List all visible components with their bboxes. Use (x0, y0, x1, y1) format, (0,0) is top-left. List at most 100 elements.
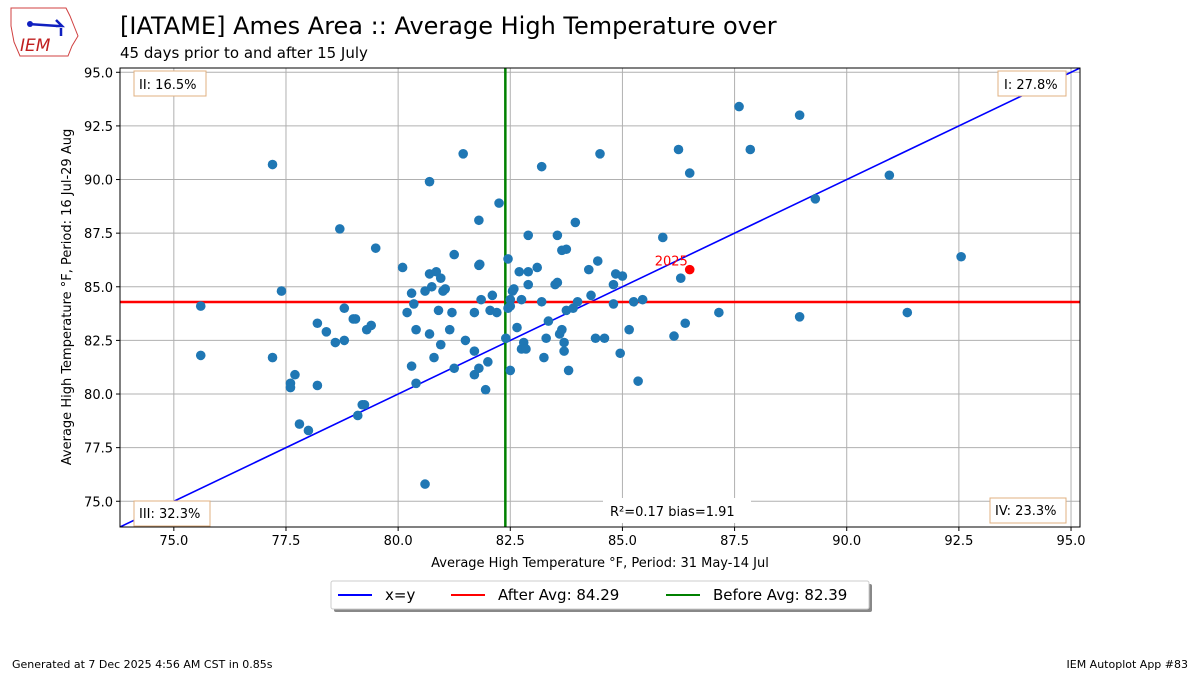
x-tick-label: 82.5 (496, 534, 525, 549)
data-point (552, 230, 563, 241)
data-point (586, 290, 596, 301)
data-point (366, 320, 377, 331)
data-point (624, 324, 634, 335)
data-point (303, 425, 314, 436)
data-point (543, 316, 554, 326)
data-point (424, 329, 435, 339)
data-point (563, 365, 574, 376)
data-point (352, 410, 363, 421)
data-point (487, 290, 498, 301)
data-point (673, 144, 684, 155)
data-point (370, 243, 381, 253)
y-tick-label: 90.0 (84, 174, 113, 189)
data-point (480, 384, 491, 395)
quadrant-label-IV: IV: 23.3% (989, 497, 1067, 524)
data-point (505, 365, 516, 376)
highlight-label: 2025 (655, 255, 688, 270)
legend: x=y After Avg: 84.29 Before Avg: 82.39 (330, 580, 872, 612)
data-point (516, 294, 527, 305)
data-point (290, 369, 300, 380)
data-point (633, 376, 643, 386)
data-point (539, 352, 549, 363)
data-point (267, 159, 278, 170)
data-point (658, 232, 668, 243)
data-point (523, 279, 534, 290)
data-point (335, 224, 345, 234)
data-point (523, 230, 534, 241)
y-tick-label: 77.5 (84, 442, 113, 457)
data-point (440, 284, 451, 294)
svg-text:IEM: IEM (20, 36, 51, 56)
data-point (810, 194, 821, 204)
data-point (794, 110, 805, 120)
data-point (532, 262, 542, 273)
x-tick-label: 77.5 (272, 534, 301, 549)
y-tick-label: 85.0 (84, 281, 113, 296)
iem-logo: IEM (10, 7, 79, 57)
data-point (460, 335, 471, 346)
data-point (411, 378, 421, 389)
x-axis-label: Average High Temperature °F, Period: 31 … (431, 556, 769, 571)
data-point (512, 322, 522, 333)
data-point (637, 294, 648, 305)
data-point (595, 148, 605, 159)
x-tick-label: 87.5 (720, 534, 749, 549)
x-tick-label: 90.0 (832, 534, 861, 549)
data-point (590, 333, 601, 344)
svg-text:II: 16.5%: II: 16.5% (139, 78, 196, 93)
data-point (312, 380, 323, 391)
data-point (536, 161, 547, 172)
data-point (680, 318, 691, 329)
data-point (267, 352, 278, 363)
data-point (469, 307, 480, 318)
svg-text:I: 27.8%: I: 27.8% (1004, 78, 1058, 93)
y-tick-label: 87.5 (84, 227, 113, 242)
data-point (474, 215, 484, 226)
data-point (312, 318, 323, 329)
data-point (628, 296, 639, 307)
x-tick-label: 75.0 (159, 534, 188, 549)
svg-text:IV: 23.3%: IV: 23.3% (995, 504, 1056, 519)
data-point (956, 251, 966, 262)
x-tick-label: 80.0 (384, 534, 413, 549)
data-point (500, 333, 511, 344)
data-point (902, 307, 913, 318)
data-point (559, 346, 569, 356)
y-tick-label: 92.5 (84, 120, 113, 135)
y-tick-label: 82.5 (84, 334, 113, 349)
data-point (557, 324, 567, 335)
data-point (474, 363, 484, 374)
data-point (476, 294, 486, 305)
data-point (521, 344, 531, 354)
data-point (592, 256, 603, 266)
data-point (276, 286, 287, 296)
data-point (536, 296, 547, 307)
y-tick-label: 75.0 (84, 495, 113, 510)
data-point (884, 170, 895, 181)
plot-frame (119, 67, 1081, 528)
data-point (195, 301, 206, 311)
data-point (514, 266, 525, 277)
quadrant-label-I: I: 27.8% (997, 70, 1067, 97)
data-point (429, 352, 439, 363)
data-point (449, 363, 460, 374)
data-point (570, 217, 581, 228)
data-point (397, 262, 408, 273)
legend-label-before: Before Avg: 82.39 (713, 586, 847, 604)
data-point (447, 307, 457, 318)
data-point (669, 331, 679, 341)
data-point (449, 249, 460, 260)
data-point (675, 273, 686, 283)
data-point (424, 176, 435, 187)
data-point (617, 271, 628, 281)
data-point (426, 281, 437, 292)
data-point (559, 337, 569, 348)
data-point (608, 279, 619, 290)
generated-note: Generated at 7 Dec 2025 4:56 AM CST in 0… (12, 658, 273, 671)
data-point (734, 101, 744, 112)
data-point (359, 399, 370, 410)
chart-title: [IATAME] Ames Area :: Average High Tempe… (120, 12, 777, 40)
y-tick-label: 95.0 (84, 66, 113, 81)
data-point (420, 479, 430, 489)
